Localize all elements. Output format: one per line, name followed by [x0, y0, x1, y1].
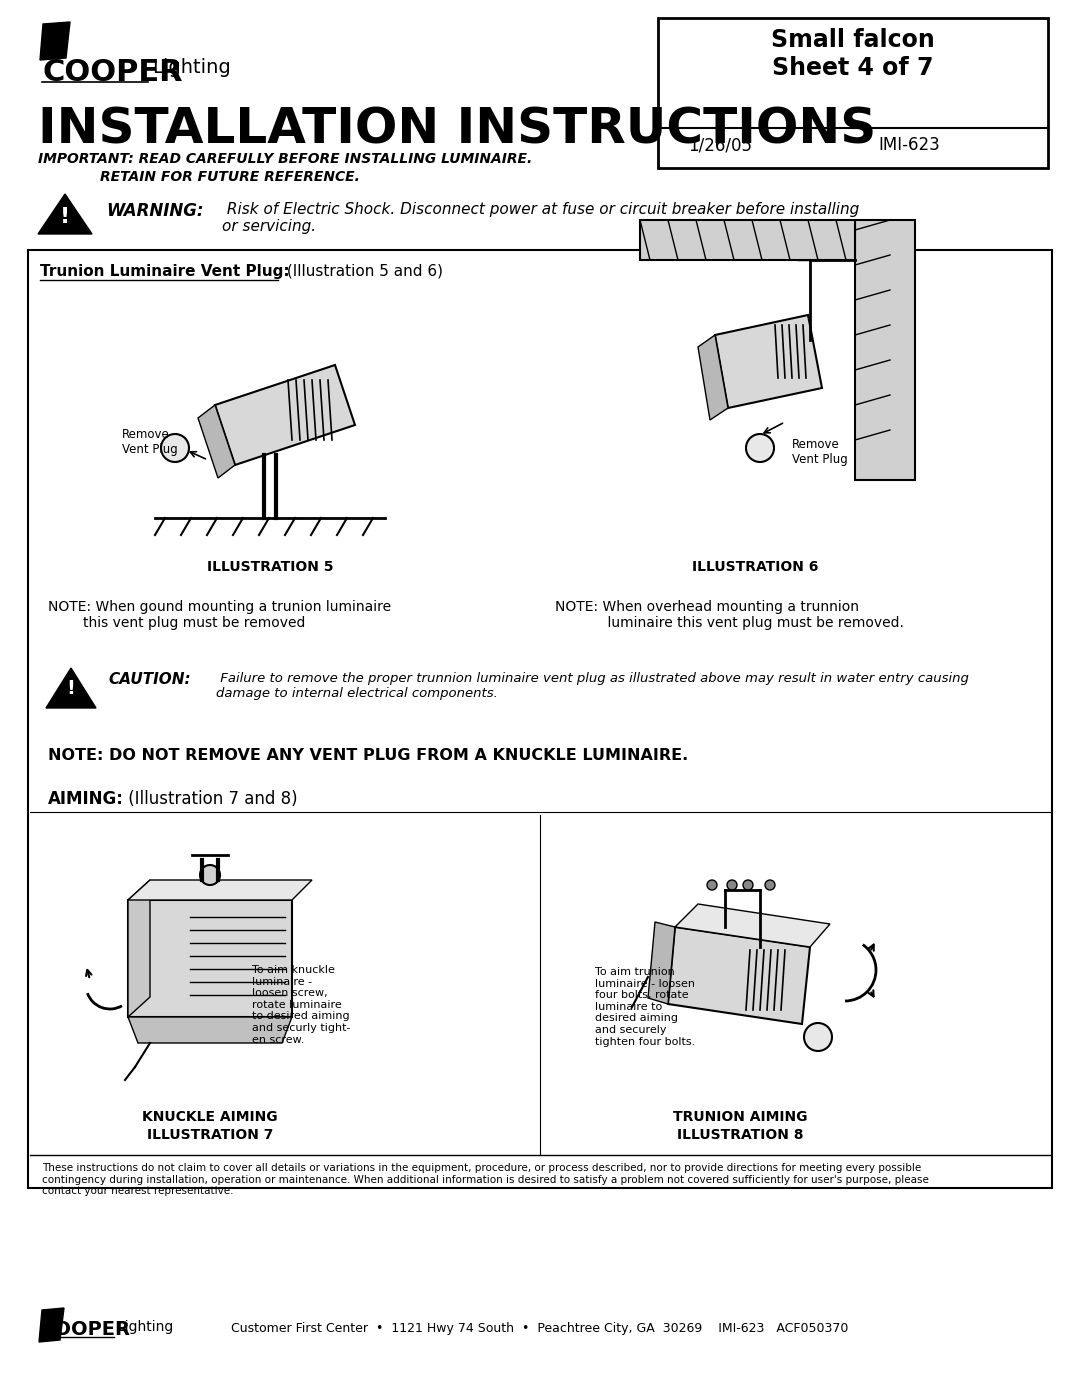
Text: COOPER: COOPER — [40, 1320, 130, 1338]
Polygon shape — [648, 922, 675, 1004]
Text: WARNING:: WARNING: — [106, 203, 203, 219]
Polygon shape — [39, 1308, 64, 1343]
Text: ILLUSTRATION 6: ILLUSTRATION 6 — [692, 560, 819, 574]
Text: Remove
Vent Plug: Remove Vent Plug — [122, 427, 178, 455]
Text: ILLUSTRATION 7: ILLUSTRATION 7 — [147, 1127, 273, 1141]
Text: !: ! — [59, 207, 70, 226]
Circle shape — [743, 880, 753, 890]
Polygon shape — [129, 880, 312, 900]
Text: CAUTION:: CAUTION: — [108, 672, 191, 687]
Polygon shape — [855, 219, 915, 481]
Polygon shape — [215, 365, 355, 465]
Circle shape — [707, 880, 717, 890]
Circle shape — [765, 880, 775, 890]
Polygon shape — [40, 22, 70, 60]
Text: IMI-623: IMI-623 — [878, 136, 940, 154]
Polygon shape — [715, 314, 822, 408]
Text: KNUCKLE AIMING: KNUCKLE AIMING — [143, 1111, 278, 1125]
Text: Lighting: Lighting — [152, 59, 231, 77]
Text: Trunion Luminaire Vent Plug:: Trunion Luminaire Vent Plug: — [40, 264, 289, 279]
Polygon shape — [46, 668, 96, 708]
Text: Risk of Electric Shock. Disconnect power at fuse or circuit breaker before insta: Risk of Electric Shock. Disconnect power… — [222, 203, 860, 235]
Circle shape — [727, 880, 737, 890]
Circle shape — [161, 434, 189, 462]
Text: Lighting: Lighting — [118, 1320, 174, 1334]
FancyBboxPatch shape — [658, 18, 1048, 168]
Circle shape — [746, 434, 774, 462]
Text: To aim trunion
luminaire - loosen
four bolts, rotate
luminaire to
desired aiming: To aim trunion luminaire - loosen four b… — [595, 967, 696, 1046]
Circle shape — [200, 865, 220, 886]
Polygon shape — [38, 194, 92, 235]
Polygon shape — [198, 405, 235, 478]
Text: (Illustration 5 and 6): (Illustration 5 and 6) — [282, 264, 443, 279]
Text: Failure to remove the proper trunnion luminaire vent plug as illustrated above m: Failure to remove the proper trunnion lu… — [216, 672, 969, 700]
Text: NOTE: When gound mounting a trunion luminaire
        this vent plug must be rem: NOTE: When gound mounting a trunion lumi… — [48, 599, 391, 630]
Text: RETAIN FOR FUTURE REFERENCE.: RETAIN FOR FUTURE REFERENCE. — [100, 170, 360, 184]
Text: To aim knuckle
luminaire -
loosen screw,
rotate luminaire
to desired aiming
and : To aim knuckle luminaire - loosen screw,… — [252, 965, 351, 1045]
Text: AIMING:: AIMING: — [48, 789, 124, 807]
Polygon shape — [698, 335, 728, 420]
FancyBboxPatch shape — [28, 250, 1052, 1187]
Text: ILLUSTRATION 8: ILLUSTRATION 8 — [677, 1127, 804, 1141]
Polygon shape — [640, 219, 855, 260]
Text: ILLUSTRATION 5: ILLUSTRATION 5 — [206, 560, 334, 574]
Text: 1/26/05: 1/26/05 — [688, 136, 752, 154]
Text: COOPER: COOPER — [42, 59, 183, 87]
Text: These instructions do not claim to cover all details or variations in the equipm: These instructions do not claim to cover… — [42, 1162, 929, 1196]
Polygon shape — [129, 900, 292, 1017]
Polygon shape — [129, 880, 150, 1017]
Text: TRUNION AIMING: TRUNION AIMING — [673, 1111, 807, 1125]
Text: IMPORTANT: READ CAREFULLY BEFORE INSTALLING LUMINAIRE.: IMPORTANT: READ CAREFULLY BEFORE INSTALL… — [38, 152, 532, 166]
Text: Remove
Vent Plug: Remove Vent Plug — [792, 439, 848, 467]
Text: NOTE: When overhead mounting a trunnion
            luminaire this vent plug mus: NOTE: When overhead mounting a trunnion … — [555, 599, 904, 630]
Circle shape — [804, 1023, 832, 1051]
Text: Customer First Center  •  1121 Hwy 74 South  •  Peachtree City, GA  30269    IMI: Customer First Center • 1121 Hwy 74 Sout… — [231, 1322, 849, 1336]
Text: NOTE: DO NOT REMOVE ANY VENT PLUG FROM A KNUCKLE LUMINAIRE.: NOTE: DO NOT REMOVE ANY VENT PLUG FROM A… — [48, 747, 688, 763]
Text: (Illustration 7 and 8): (Illustration 7 and 8) — [123, 789, 298, 807]
Polygon shape — [129, 1017, 292, 1044]
Text: !: ! — [67, 679, 76, 698]
Text: INSTALLATION INSTRUCTIONS: INSTALLATION INSTRUCTIONS — [38, 105, 876, 154]
Polygon shape — [669, 928, 810, 1024]
Text: Small falcon
Sheet 4 of 7: Small falcon Sheet 4 of 7 — [771, 28, 935, 80]
Polygon shape — [675, 904, 831, 947]
